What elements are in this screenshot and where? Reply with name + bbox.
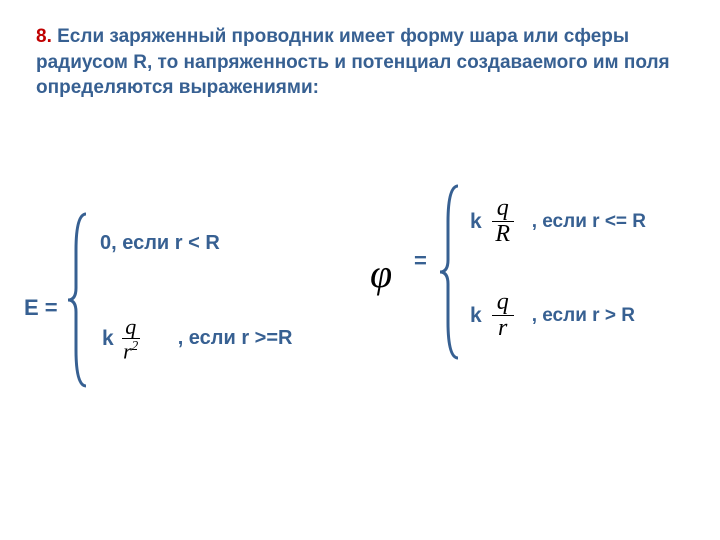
heading-body: Если заряженный проводник имеет форму ша…: [36, 26, 670, 98]
fraction-q-over-r2: q r2: [122, 315, 140, 363]
k-coefficient: k: [470, 304, 482, 328]
denominator: r2: [123, 339, 138, 362]
fraction-q-over-R: q R: [492, 196, 514, 247]
heading-text: 8. Если заряженный проводник имеет форму…: [36, 24, 684, 101]
fraction-q-over-r: q r: [492, 290, 514, 341]
k-coefficient: k: [470, 210, 482, 234]
e-case-1: 0, если r < R: [100, 232, 220, 255]
phi-case-1: k q R , если r <= R: [470, 196, 646, 247]
numerator: q: [125, 315, 136, 338]
phi-symbol: φ: [370, 250, 392, 297]
left-brace-icon: [66, 210, 92, 390]
denominator: R: [495, 222, 510, 247]
condition-text: , если r <= R: [532, 211, 646, 233]
denominator: r: [498, 316, 507, 341]
right-brace-icon: [438, 182, 464, 362]
condition-text: , если r >=R: [178, 327, 293, 350]
e-equals-label: E =: [24, 295, 58, 321]
item-number: 8.: [36, 26, 52, 47]
condition-text: , если r > R: [532, 305, 635, 327]
equals-sign: =: [414, 248, 427, 274]
phi-case-2: k q r , если r > R: [470, 290, 635, 341]
e-case-2: k q r2 , если r >=R: [102, 315, 292, 363]
numerator: q: [497, 290, 509, 315]
numerator: q: [497, 196, 509, 221]
k-coefficient: k: [102, 327, 114, 351]
